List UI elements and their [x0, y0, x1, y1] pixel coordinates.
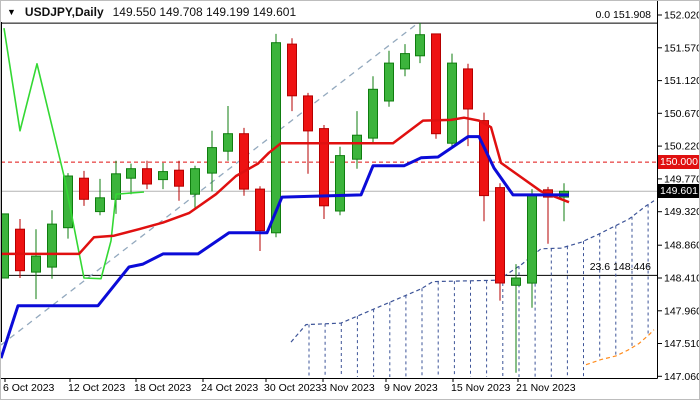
svg-text:148.410: 148.410: [664, 273, 700, 285]
axis-frame: [1, 1, 658, 379]
svg-text:9 Nov 2023: 9 Nov 2023: [384, 382, 438, 394]
candles: [1, 23, 569, 373]
svg-text:148.860: 148.860: [664, 240, 700, 252]
svg-text:151.570: 151.570: [664, 42, 700, 54]
price-tag-current-bid: 149.601: [658, 184, 699, 198]
svg-text:15 Nov 2023: 15 Nov 2023: [451, 382, 511, 394]
fib-label-0: 0.0 151.908: [595, 9, 651, 21]
svg-text:150.670: 150.670: [664, 108, 700, 120]
ichimoku-cloud: [290, 200, 655, 377]
svg-text:24 Oct 2023: 24 Oct 2023: [201, 382, 258, 394]
chart-title-bar: ▼ USDJPY,Daily 149.550 149.708 149.199 1…: [7, 5, 296, 19]
trendline[interactable]: [1, 21, 420, 346]
chart-ohlc-values: 149.550 149.708 149.199 149.601: [112, 5, 297, 19]
svg-text:151.120: 151.120: [664, 75, 700, 87]
fib-label-23-6: 23.6 148.446: [589, 261, 651, 273]
chart-symbol-title: USDJPY,Daily: [24, 5, 104, 19]
svg-text:21 Nov 2023: 21 Nov 2023: [516, 382, 576, 394]
svg-text:6 Oct 2023: 6 Oct 2023: [3, 382, 55, 394]
svg-text:147.060: 147.060: [664, 371, 700, 383]
svg-text:3 Nov 2023: 3 Nov 2023: [321, 382, 375, 394]
time-axis[interactable]: 6 Oct 2023 12 Oct 2023 18 Oct 2023 24 Oct 2…: [3, 378, 576, 394]
svg-text:147.510: 147.510: [664, 338, 700, 350]
svg-text:12 Oct 2023: 12 Oct 2023: [68, 382, 125, 394]
symbol-dropdown-icon[interactable]: ▼: [7, 6, 16, 17]
svg-text:149.770: 149.770: [664, 173, 700, 185]
svg-text:30 Oct 2023: 30 Oct 2023: [264, 382, 321, 394]
svg-text:149.320: 149.320: [664, 206, 700, 218]
svg-text:150.220: 150.220: [664, 141, 700, 153]
svg-text:18 Oct 2023: 18 Oct 2023: [134, 382, 191, 394]
svg-text:152.020: 152.020: [664, 10, 700, 22]
price-tag-level-150: 150.000: [658, 155, 699, 169]
svg-text:147.960: 147.960: [664, 305, 700, 317]
indicator-lines: [1, 27, 570, 359]
price-axis[interactable]: 152.020 151.570 151.120 150.670 150.220 149.7…: [657, 10, 700, 383]
